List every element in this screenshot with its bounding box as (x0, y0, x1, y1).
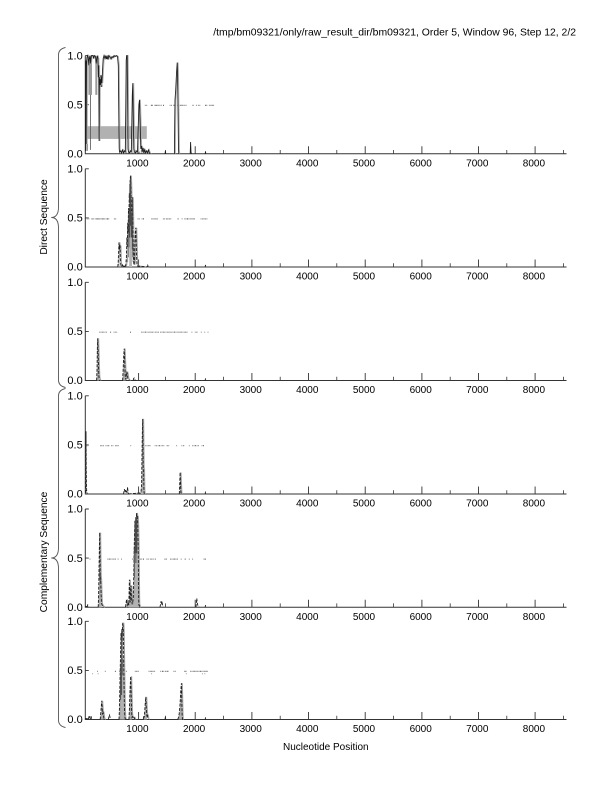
svg-text:5000: 5000 (353, 272, 376, 283)
svg-text:8000: 8000 (523, 499, 546, 510)
svg-text:6000: 6000 (410, 385, 433, 396)
svg-text:0.5: 0.5 (67, 440, 82, 452)
svg-text:1.0: 1.0 (67, 164, 82, 176)
svg-text:Complementary Sequence: Complementary Sequence (39, 491, 50, 612)
svg-text:5000: 5000 (353, 499, 376, 510)
svg-text:1.0: 1.0 (67, 616, 82, 628)
svg-text:1000: 1000 (126, 272, 149, 283)
svg-text:2000: 2000 (183, 385, 206, 396)
svg-text:2000: 2000 (183, 612, 206, 623)
svg-text:3000: 3000 (240, 499, 263, 510)
svg-text:0.5: 0.5 (67, 665, 82, 677)
svg-text:0.0: 0.0 (67, 489, 82, 501)
svg-text:1000: 1000 (126, 612, 149, 623)
svg-text:Direct Sequence: Direct Sequence (39, 179, 50, 255)
svg-text:4000: 4000 (296, 612, 319, 623)
svg-text:2000: 2000 (183, 272, 206, 283)
svg-text:0.0: 0.0 (67, 262, 82, 274)
svg-text:0.5: 0.5 (67, 326, 82, 338)
svg-text:Nucleotide Position: Nucleotide Position (283, 742, 369, 753)
svg-text:5000: 5000 (353, 612, 376, 623)
svg-text:0.0: 0.0 (67, 714, 82, 726)
svg-text:4000: 4000 (296, 724, 319, 735)
svg-text:5000: 5000 (353, 385, 376, 396)
svg-text:4000: 4000 (296, 385, 319, 396)
svg-text:0.0: 0.0 (67, 375, 82, 387)
svg-text:0.0: 0.0 (67, 149, 82, 161)
svg-text:1000: 1000 (126, 724, 149, 735)
svg-text:1000: 1000 (126, 158, 149, 169)
svg-text:6000: 6000 (410, 612, 433, 623)
svg-text:2000: 2000 (183, 499, 206, 510)
svg-text:8000: 8000 (523, 724, 546, 735)
svg-text:7000: 7000 (466, 158, 489, 169)
svg-text:7000: 7000 (466, 272, 489, 283)
svg-text:1.0: 1.0 (67, 391, 82, 403)
svg-text:3000: 3000 (240, 724, 263, 735)
svg-text:4000: 4000 (296, 499, 319, 510)
svg-text:7000: 7000 (466, 499, 489, 510)
svg-text:4000: 4000 (296, 158, 319, 169)
svg-text:2000: 2000 (183, 724, 206, 735)
svg-text:3000: 3000 (240, 272, 263, 283)
svg-text:8000: 8000 (523, 612, 546, 623)
svg-text:7000: 7000 (466, 612, 489, 623)
svg-text:3000: 3000 (240, 612, 263, 623)
svg-text:6000: 6000 (410, 158, 433, 169)
svg-text:5000: 5000 (353, 158, 376, 169)
svg-text:6000: 6000 (410, 272, 433, 283)
svg-text:6000: 6000 (410, 724, 433, 735)
svg-text:7000: 7000 (466, 385, 489, 396)
svg-text:3000: 3000 (240, 385, 263, 396)
svg-text:2000: 2000 (183, 158, 206, 169)
svg-text:6000: 6000 (410, 499, 433, 510)
svg-text:1000: 1000 (126, 385, 149, 396)
svg-text:8000: 8000 (523, 158, 546, 169)
svg-text:4000: 4000 (296, 272, 319, 283)
svg-text:1.0: 1.0 (67, 504, 82, 516)
svg-text:8000: 8000 (523, 385, 546, 396)
svg-text:3000: 3000 (240, 158, 263, 169)
svg-text:5000: 5000 (353, 724, 376, 735)
svg-text:0.5: 0.5 (67, 213, 82, 225)
svg-text:/tmp/bm09321/only/raw_result_d: /tmp/bm09321/only/raw_result_dir/bm09321… (213, 28, 576, 39)
svg-text:0.5: 0.5 (67, 99, 82, 111)
svg-text:7000: 7000 (466, 724, 489, 735)
svg-text:1.0: 1.0 (67, 277, 82, 289)
svg-text:8000: 8000 (523, 272, 546, 283)
svg-text:0.5: 0.5 (67, 553, 82, 565)
svg-text:1.0: 1.0 (67, 50, 82, 62)
svg-text:0.0: 0.0 (67, 602, 82, 614)
svg-text:1000: 1000 (126, 499, 149, 510)
